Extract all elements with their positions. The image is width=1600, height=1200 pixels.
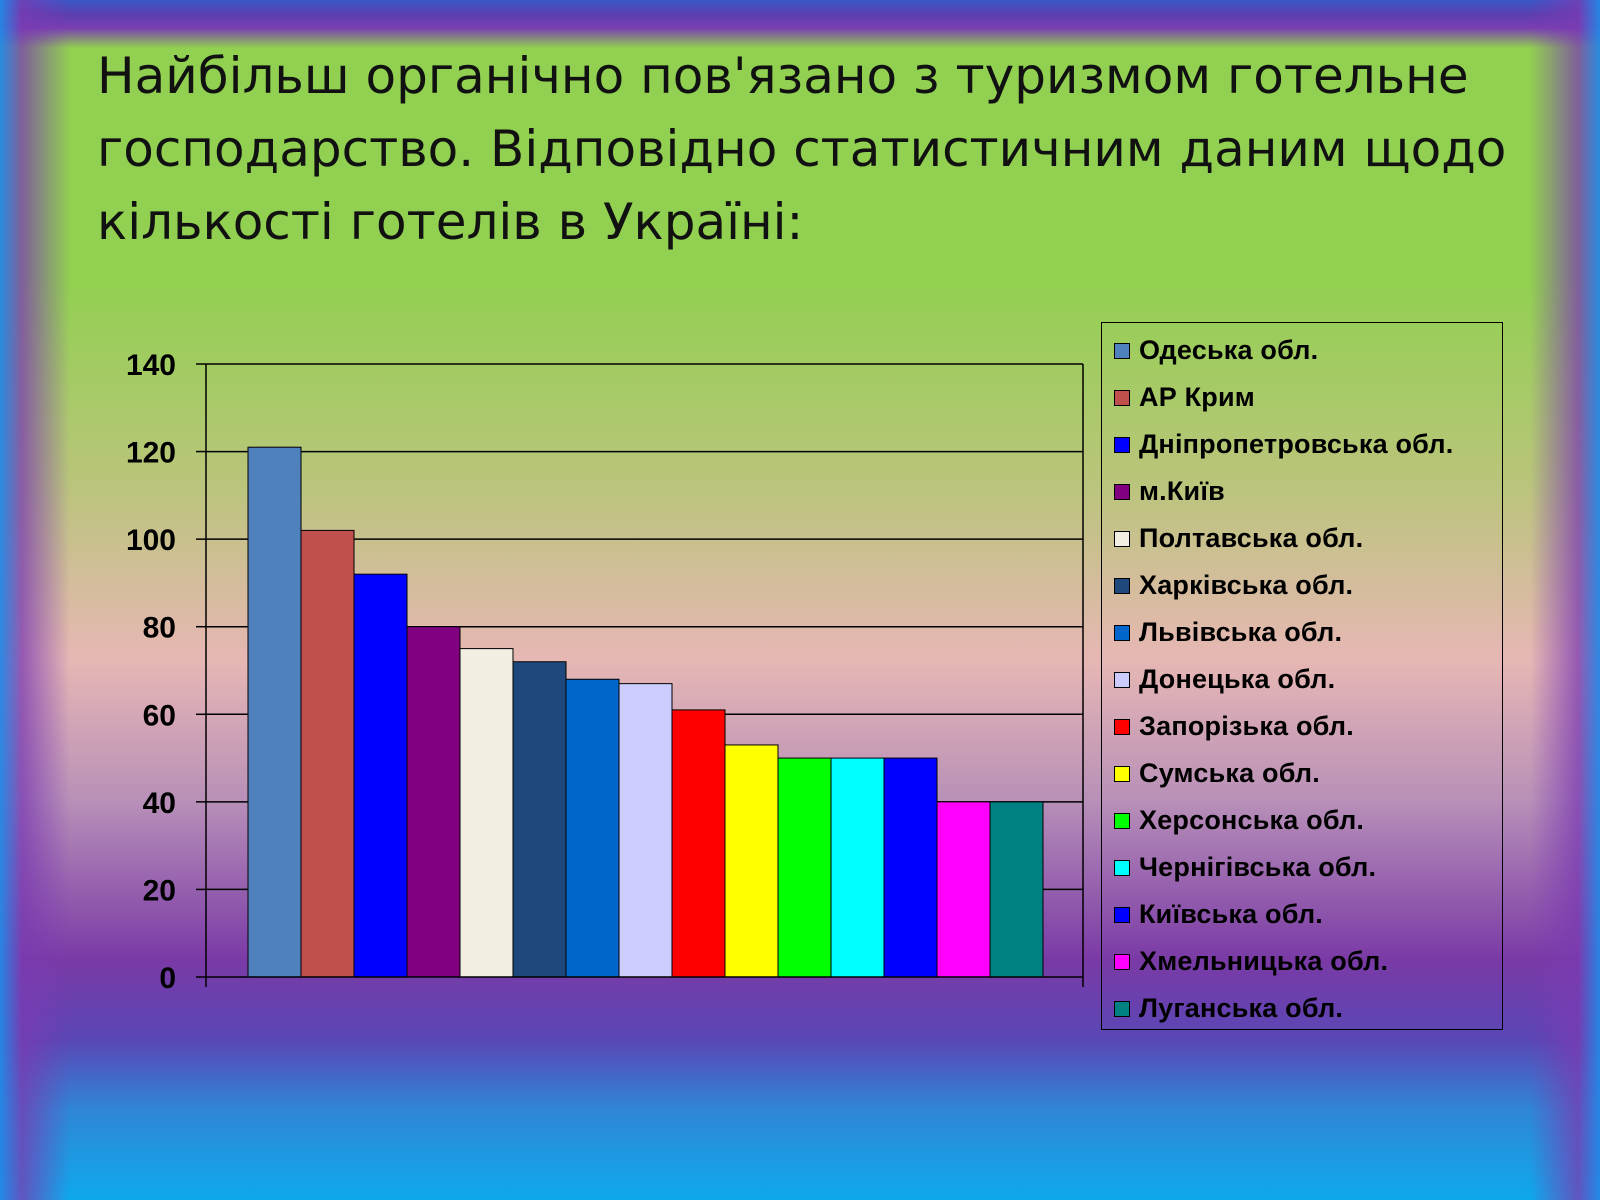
legend-swatch	[1114, 436, 1130, 453]
legend-label: Львівська обл.	[1139, 617, 1343, 647]
bar-9	[671, 709, 726, 978]
bar-11	[777, 757, 832, 978]
legend-item: Луганська обл.	[1102, 985, 1502, 1032]
legend-label: Луганська обл.	[1139, 993, 1344, 1023]
legend-swatch	[1114, 624, 1130, 641]
legend-swatch	[1114, 483, 1130, 500]
legend-item: Львівська обл.	[1102, 609, 1502, 656]
bar-2	[300, 529, 355, 978]
legend-swatch	[1114, 530, 1130, 547]
y-tick-label: 140	[126, 349, 176, 382]
legend-label: Сумська обл.	[1139, 758, 1320, 788]
legend-swatch	[1114, 389, 1130, 406]
legend-swatch	[1114, 906, 1130, 923]
y-tick-label: 60	[143, 699, 176, 732]
chart-legend: Одеська обл. АР Крим Дніпропетровська обл.…	[1101, 322, 1503, 1030]
chart-y-tick-labels: 0 20 40 60 80 100 120 140	[126, 349, 176, 995]
legend-item: Одеська обл.	[1102, 327, 1502, 374]
bar-1	[247, 446, 302, 978]
legend-label: м.Київ	[1139, 476, 1225, 506]
bar-8	[618, 683, 673, 978]
chart-axes	[196, 363, 1084, 987]
legend-swatch	[1114, 342, 1130, 359]
legend-item: Київська обл.	[1102, 891, 1502, 938]
bar-7	[565, 678, 620, 978]
legend-item: Запорізька обл.	[1102, 703, 1502, 750]
legend-item: Хмельницька обл.	[1102, 938, 1502, 985]
legend-label: Чернігівська обл.	[1139, 852, 1377, 882]
legend-item: Харківська обл.	[1102, 562, 1502, 609]
legend-item: м.Київ	[1102, 468, 1502, 515]
legend-label: Дніпропетровська обл.	[1139, 429, 1454, 459]
bar-12	[830, 757, 885, 978]
legend-item: Дніпропетровська обл.	[1102, 421, 1502, 468]
legend-label: Харківська обл.	[1139, 570, 1354, 600]
y-tick-label: 80	[143, 612, 176, 645]
legend-item: Полтавська обл.	[1102, 515, 1502, 562]
bar-5	[459, 648, 514, 978]
bar-14	[936, 801, 991, 978]
y-tick-label: 100	[126, 524, 176, 557]
legend-swatch	[1114, 859, 1130, 876]
legend-swatch	[1114, 577, 1130, 594]
legend-swatch	[1114, 1000, 1130, 1017]
legend-label: Хмельницька обл.	[1139, 946, 1389, 976]
legend-item: Сумська обл.	[1102, 750, 1502, 797]
y-tick-label: 120	[126, 437, 176, 470]
legend-swatch	[1114, 812, 1130, 829]
legend-swatch	[1114, 718, 1130, 735]
legend-label: Київська обл.	[1139, 899, 1323, 929]
legend-label: Херсонська обл.	[1139, 805, 1365, 835]
bar-10	[724, 744, 779, 978]
bar-13	[883, 757, 938, 978]
y-tick-label: 0	[159, 962, 176, 995]
legend-label: Донецька обл.	[1139, 664, 1336, 694]
legend-swatch	[1114, 953, 1130, 970]
legend-item: Херсонська обл.	[1102, 797, 1502, 844]
bar-15	[989, 801, 1044, 978]
y-tick-label: 40	[143, 787, 176, 820]
legend-swatch	[1114, 671, 1130, 688]
slide-frame-left-border	[0, 0, 70, 1200]
chart-bars	[247, 446, 1044, 978]
legend-label: АР Крим	[1139, 382, 1255, 412]
legend-label: Запорізька обл.	[1139, 711, 1354, 741]
legend-swatch	[1114, 765, 1130, 782]
slide-frame-right-border	[1530, 0, 1600, 1200]
bar-4	[406, 626, 461, 978]
legend-label: Одеська обл.	[1139, 335, 1319, 365]
legend-item: АР Крим	[1102, 374, 1502, 421]
bar-6	[512, 661, 567, 978]
y-tick-label: 20	[143, 874, 176, 907]
bar-3	[353, 573, 408, 978]
legend-label: Полтавська обл.	[1139, 523, 1364, 553]
legend-item: Донецька обл.	[1102, 656, 1502, 703]
slide-title: Найбільш органічно пов'язано з туризмом …	[97, 47, 1507, 251]
legend-item: Чернігівська обл.	[1102, 844, 1502, 891]
